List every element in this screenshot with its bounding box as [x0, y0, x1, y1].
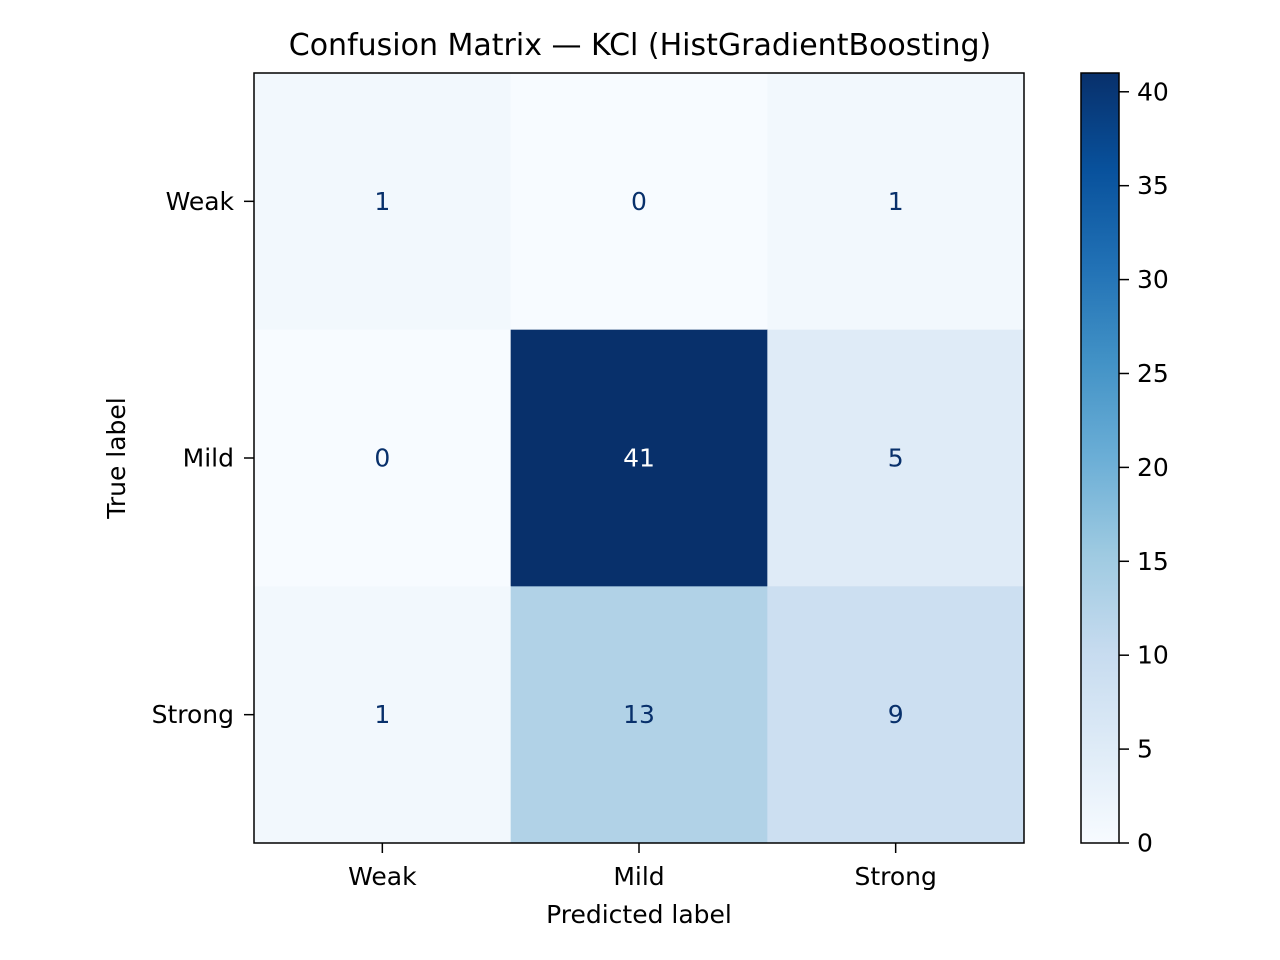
colorbar: 0 5 10 15 20 25 30 35 40: [1080, 72, 1169, 858]
x-tick-label: Weak: [348, 862, 417, 891]
colorbar-tick-label: 30: [1137, 265, 1169, 294]
cell-value-label: 13: [623, 700, 655, 729]
heatmap-cell: [254, 329, 512, 587]
heatmap-cell: [254, 73, 512, 331]
x-axis-label: Predicted label: [546, 900, 732, 929]
cell-value-label: 1: [374, 187, 390, 216]
heatmap-cell-labels: 1 0 1 0 41 5 1 13 9: [374, 187, 903, 729]
colorbar-tick-label: 20: [1137, 453, 1169, 482]
y-tick-label: Mild: [183, 444, 234, 473]
chart-title: Confusion Matrix — KCl (HistGradientBoos…: [289, 28, 991, 63]
colorbar-tick-label: 40: [1137, 77, 1169, 106]
colorbar-tick-label: 10: [1137, 641, 1169, 670]
x-axis-ticks: Weak Mild Strong: [348, 843, 937, 891]
cell-value-label: 1: [374, 700, 390, 729]
cell-value-label: 1: [888, 187, 904, 216]
cell-value-label: 5: [888, 444, 904, 473]
cell-value-label: 9: [888, 700, 904, 729]
heatmap-cell: [510, 73, 768, 331]
colorbar-tick-label: 25: [1137, 359, 1169, 388]
colorbar-tick-label: 0: [1137, 829, 1153, 858]
colorbar-tick-label: 35: [1137, 171, 1169, 200]
colorbar-tick-label: 5: [1137, 735, 1153, 764]
heatmap-cell: [254, 586, 512, 844]
heatmap-cell: [767, 73, 1025, 331]
heatmap-cell: [510, 586, 768, 844]
heatmap-cell: [767, 329, 1025, 587]
y-axis-label: True label: [102, 397, 131, 520]
cell-value-label: 0: [374, 444, 390, 473]
y-tick-label: Strong: [152, 700, 234, 729]
colorbar-ticks: 0 5 10 15 20 25 30 35 40: [1119, 77, 1169, 858]
y-tick-label: Weak: [166, 187, 235, 216]
y-axis-ticks: Weak Mild Strong: [152, 187, 254, 729]
cell-value-label: 41: [623, 444, 655, 473]
heatmap-cell: [767, 586, 1025, 844]
heatmap-cells: [254, 73, 1025, 844]
colorbar-gradient: [1081, 73, 1119, 843]
colorbar-tick-label: 15: [1137, 547, 1169, 576]
x-tick-label: Mild: [613, 862, 664, 891]
heatmap-cell: [510, 329, 768, 587]
cell-value-label: 0: [631, 187, 647, 216]
colorbar-frame: [1080, 72, 1120, 844]
x-tick-label: Strong: [854, 862, 936, 891]
